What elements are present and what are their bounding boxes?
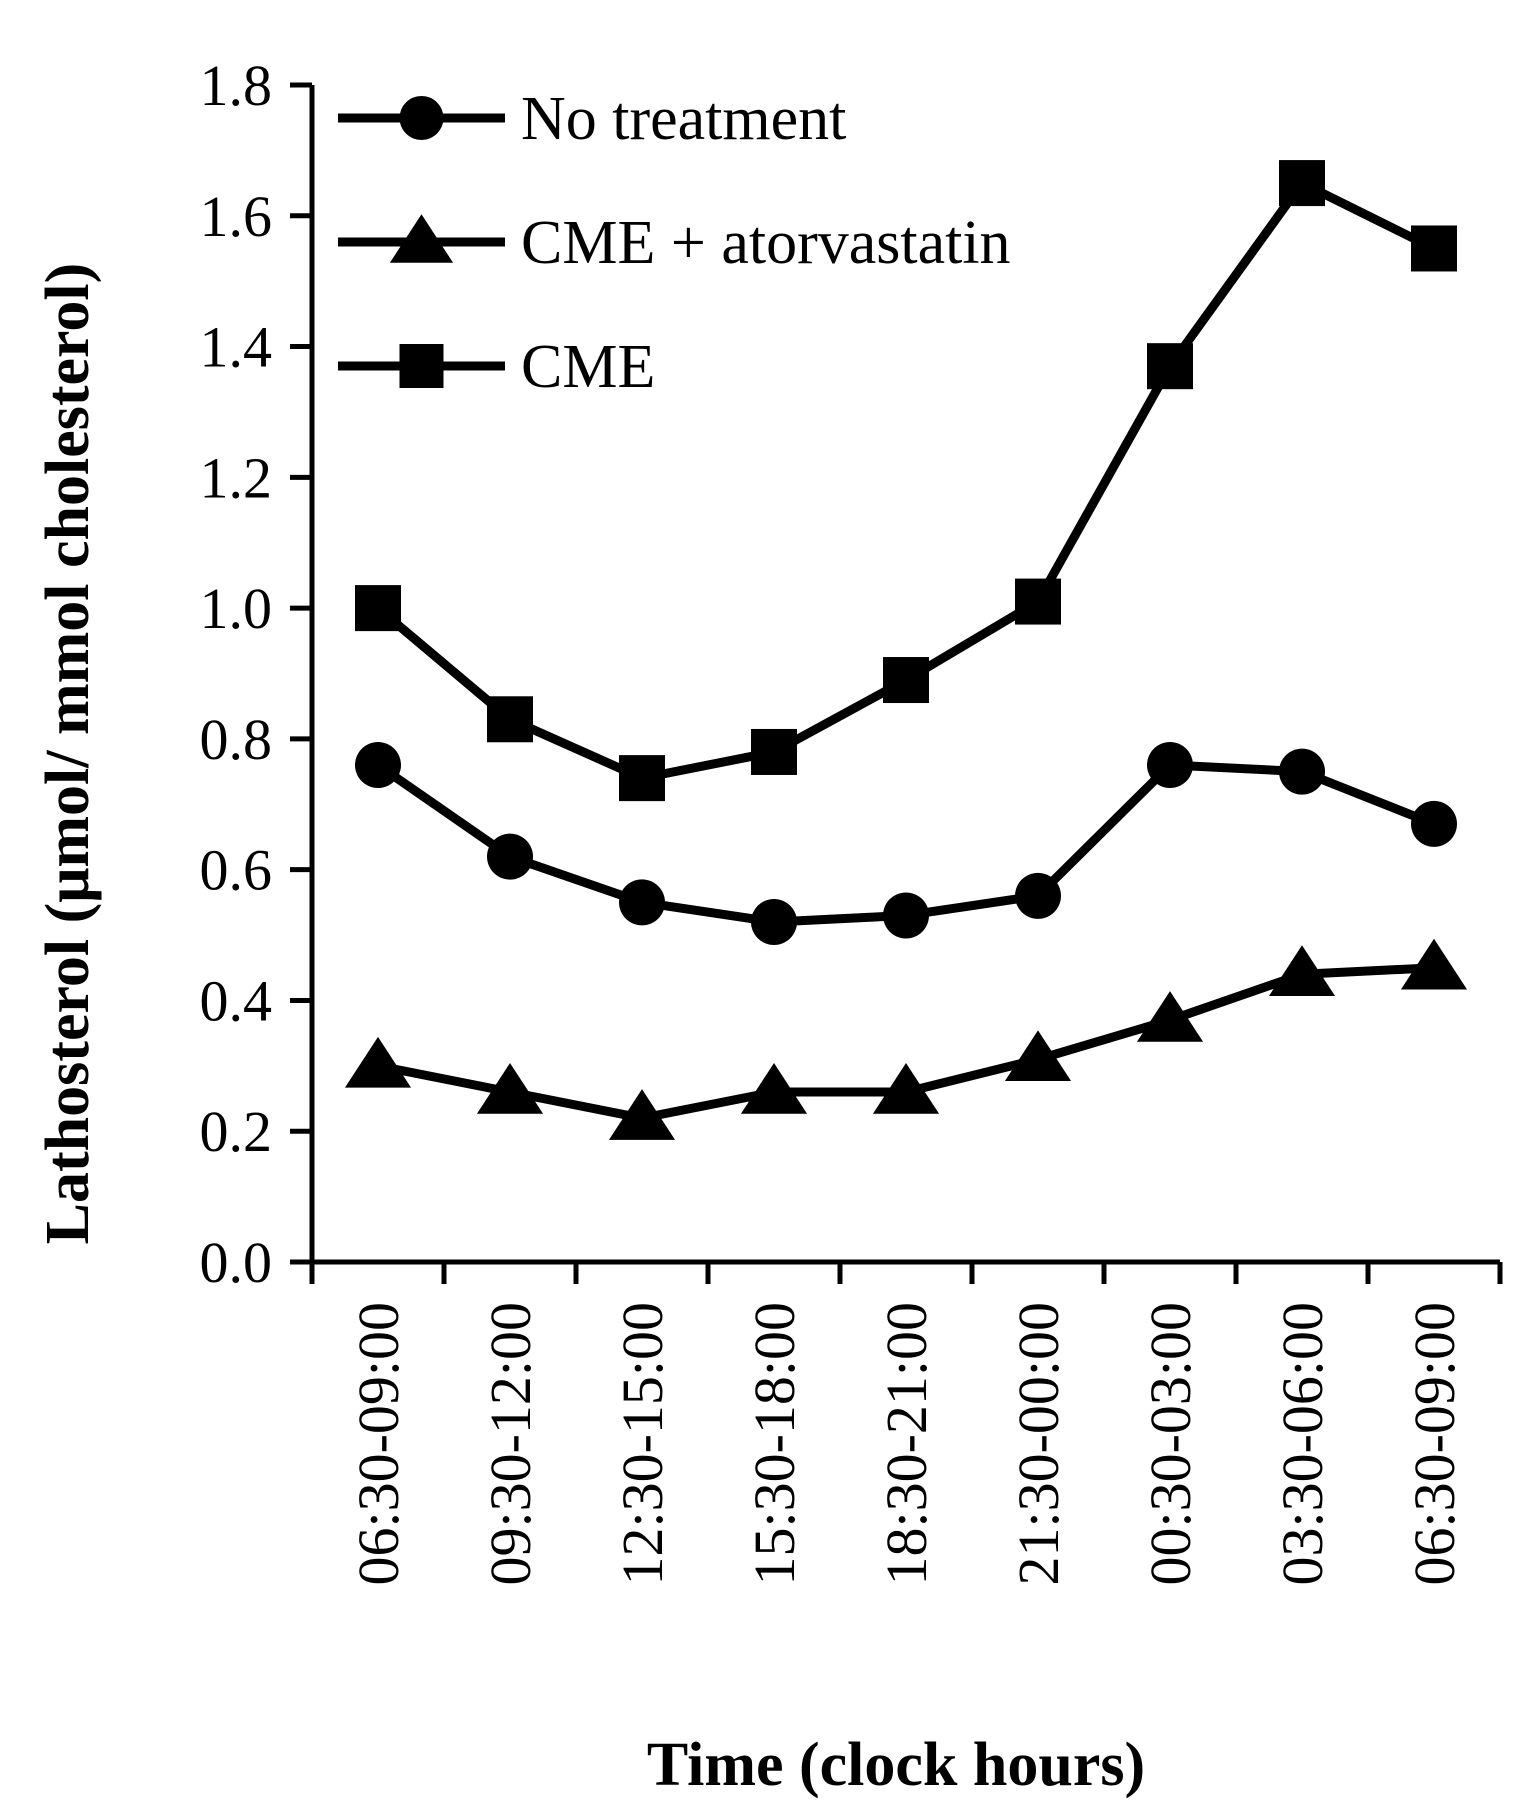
- data-point: [1136, 991, 1204, 1042]
- x-tick-label: 03:30-06:00: [1270, 1302, 1335, 1586]
- axes: [309, 85, 1500, 1265]
- series-triangle: [344, 938, 1468, 1140]
- y-tick-label: 1.0: [200, 576, 273, 641]
- data-point: [751, 728, 797, 775]
- data-point: [344, 1036, 412, 1088]
- data-point: [1015, 578, 1061, 625]
- x-axis-title: Time (clock hours): [647, 1731, 1145, 1799]
- data-point: [1400, 938, 1468, 990]
- x-tick-label: 09:30-12:00: [478, 1302, 543, 1586]
- data-point: [1147, 343, 1193, 390]
- y-axis-title: Lathosterol (μmol/ mmol cholesterol): [34, 263, 102, 1245]
- legend-item: No treatment: [338, 85, 846, 153]
- legend-marker: [389, 214, 454, 263]
- x-tick-label: 06:30-09:00: [1402, 1302, 1467, 1586]
- data-point: [1147, 742, 1193, 789]
- legend-item: CME + atorvastatin: [338, 209, 1011, 277]
- y-tick-label: 1.8: [200, 53, 273, 118]
- data-point: [608, 1089, 676, 1140]
- legend-marker: [399, 96, 444, 140]
- x-tick-label: 18:30-21:00: [874, 1302, 939, 1586]
- x-tick-label: 21:30-00:00: [1006, 1302, 1071, 1586]
- data-point: [883, 892, 929, 939]
- data-point: [619, 879, 665, 926]
- data-point: [1279, 160, 1325, 207]
- data-point: [1411, 800, 1457, 847]
- data-point: [1411, 225, 1457, 272]
- data-point: [883, 657, 929, 704]
- x-tick-label: 06:30-09:00: [346, 1302, 411, 1586]
- data-point: [1015, 872, 1061, 919]
- legend-label: CME + atorvastatin: [521, 209, 1011, 277]
- y-tick-label: 0.0: [200, 1230, 273, 1295]
- data-point: [1279, 748, 1325, 795]
- data-point: [740, 1063, 808, 1114]
- data-point: [487, 696, 533, 743]
- x-tick-label: 12:30-15:00: [610, 1302, 675, 1586]
- legend: No treatment CME + atorvastatin CME: [338, 85, 1011, 401]
- y-tick-label: 1.6: [200, 184, 273, 249]
- data-point: [1268, 945, 1336, 997]
- series-square: [355, 160, 1457, 802]
- legend-label: No treatment: [521, 85, 846, 153]
- x-tick-label: 15:30-18:00: [742, 1302, 807, 1586]
- data-point: [476, 1063, 544, 1114]
- data-point: [872, 1063, 940, 1114]
- y-tick-label: 0.2: [200, 1099, 273, 1164]
- legend-item: CME: [338, 333, 655, 401]
- series-circle: [355, 742, 1457, 945]
- y-ticks: 0.0 0.2 0.4 0.6 0.8 1.0 1.2 1.4 1.6 1.8: [200, 53, 312, 1295]
- data-point: [355, 585, 401, 632]
- data-point: [619, 755, 665, 802]
- y-tick-label: 0.8: [200, 707, 273, 772]
- y-tick-label: 1.4: [200, 315, 273, 380]
- y-tick-label: 1.2: [200, 445, 273, 510]
- y-tick-label: 0.4: [200, 968, 273, 1033]
- data-point: [355, 742, 401, 789]
- data-point: [751, 898, 797, 945]
- y-tick-label: 0.6: [200, 838, 273, 903]
- series-layer: [344, 160, 1468, 1140]
- legend-label: CME: [521, 333, 655, 401]
- data-point: [1004, 1030, 1072, 1082]
- legend-marker: [399, 344, 444, 388]
- x-ticks: 06:30-09:00 09:30-12:00 12:30-15:00 15:30-1…: [309, 1262, 1503, 1586]
- x-tick-label: 00:30-03:00: [1138, 1302, 1203, 1586]
- data-point: [487, 833, 533, 880]
